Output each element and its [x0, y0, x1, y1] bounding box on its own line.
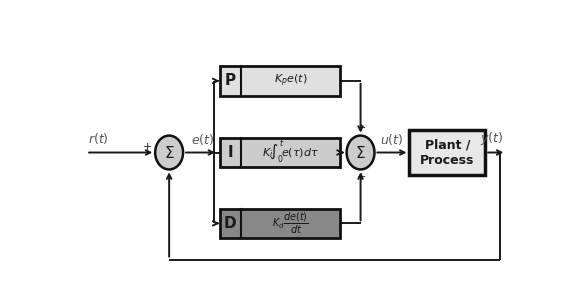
Text: $\Sigma$: $\Sigma$ [355, 145, 366, 160]
Text: $e(t)$: $e(t)$ [191, 132, 214, 147]
Ellipse shape [155, 136, 183, 169]
Text: $K_p e(t)$: $K_p e(t)$ [273, 73, 307, 89]
FancyBboxPatch shape [220, 66, 340, 95]
Text: I: I [228, 145, 233, 160]
Text: $y(t)$: $y(t)$ [480, 130, 503, 147]
Text: -: - [168, 172, 172, 185]
FancyBboxPatch shape [220, 138, 340, 167]
Text: $\Sigma$: $\Sigma$ [164, 145, 175, 160]
FancyBboxPatch shape [409, 130, 486, 175]
Text: +: + [143, 142, 152, 152]
Text: +: + [334, 141, 343, 151]
Ellipse shape [347, 136, 375, 169]
FancyBboxPatch shape [220, 209, 340, 238]
Text: +: + [357, 123, 366, 133]
Text: $r(t)$: $r(t)$ [88, 130, 109, 146]
Text: Plant /
Process: Plant / Process [420, 139, 475, 166]
Text: $K_i\!\int_0^t\!e(\tau)d\tau$: $K_i\!\int_0^t\!e(\tau)d\tau$ [262, 139, 319, 166]
Text: D: D [224, 216, 236, 231]
Text: P: P [225, 73, 236, 88]
Text: +: + [357, 172, 366, 182]
Text: +: + [334, 154, 343, 164]
Text: $u(t)$: $u(t)$ [380, 132, 403, 147]
Text: $K_d \dfrac{de(t)}{dt}$: $K_d \dfrac{de(t)}{dt}$ [272, 211, 309, 236]
